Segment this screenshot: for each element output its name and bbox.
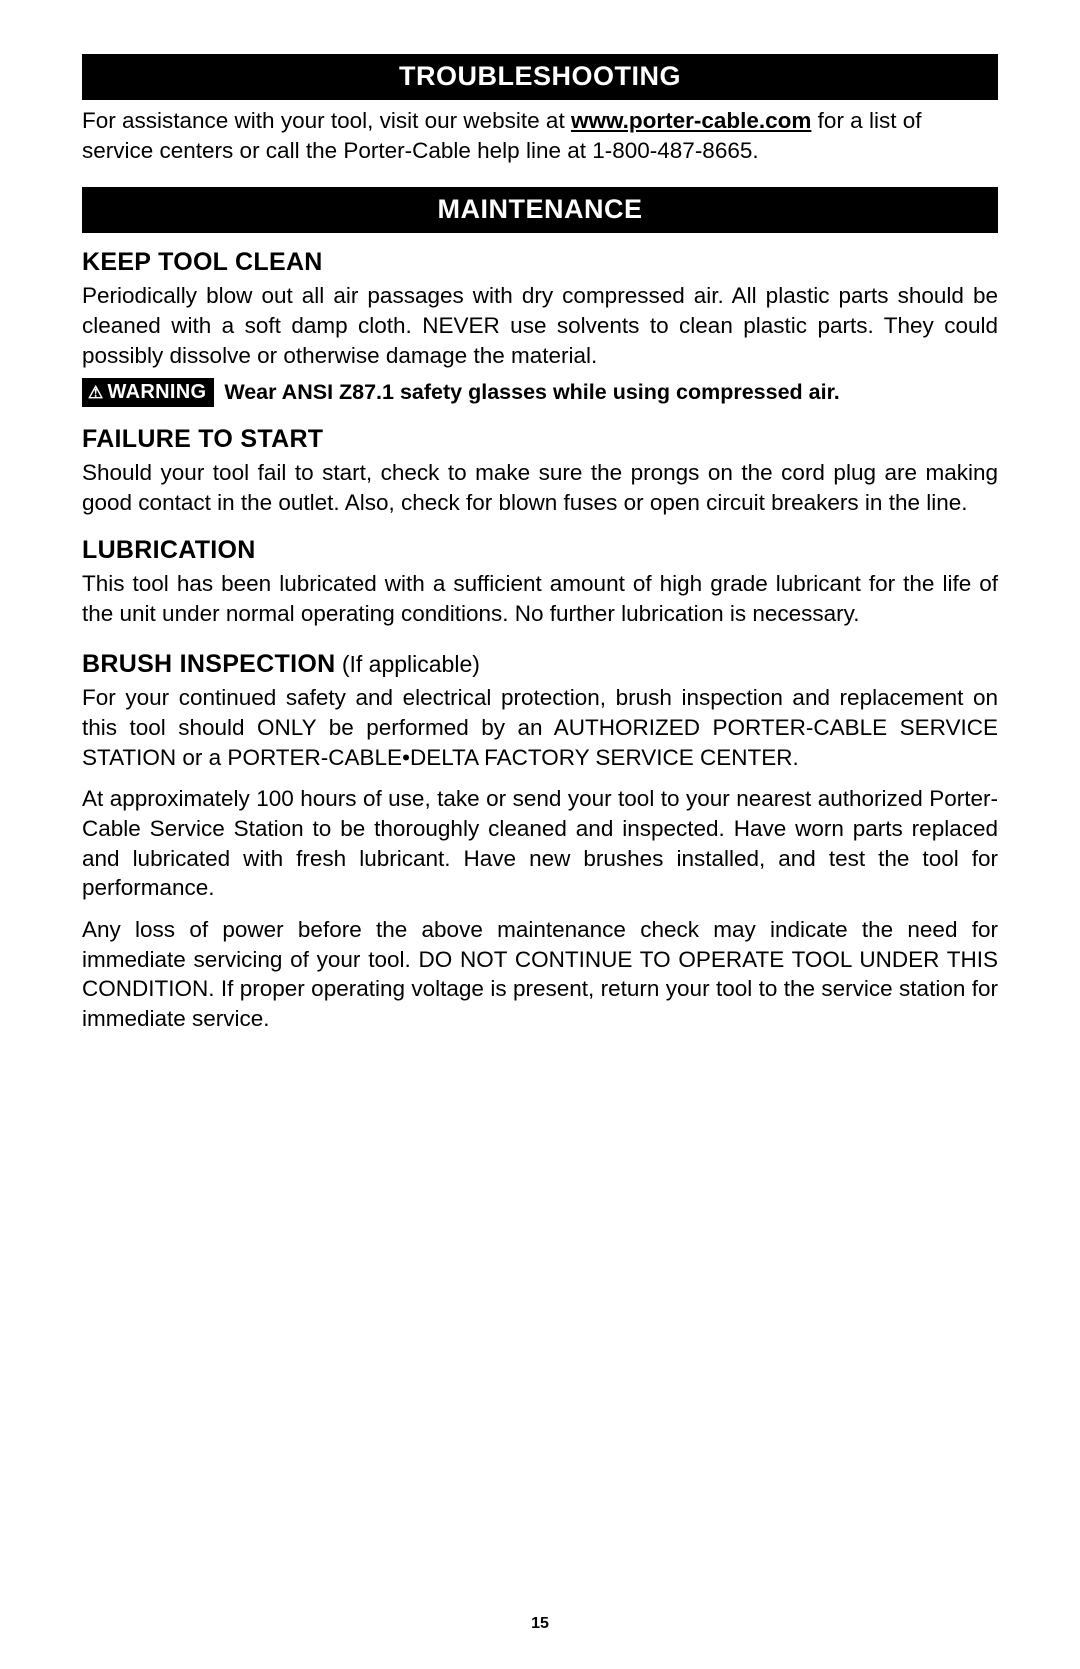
brush-inspection-p2: At approximately 100 hours of use, take … <box>82 784 998 903</box>
brush-inspection-heading: BRUSH INSPECTION (If applicable) <box>82 650 998 679</box>
website-link: www.porter-cable.com <box>571 108 811 133</box>
brush-inspection-p3: Any loss of power before the above maint… <box>82 915 998 1034</box>
manual-page: TROUBLESHOOTING For assistance with your… <box>0 0 1080 1034</box>
keep-tool-clean-body: Periodically blow out all air passages w… <box>82 281 998 370</box>
warning-triangle-icon: ⚠ <box>88 384 104 401</box>
page-number: 15 <box>0 1615 1080 1633</box>
troubleshooting-banner: TROUBLESHOOTING <box>82 54 998 100</box>
lubrication-heading: LUBRICATION <box>82 536 998 565</box>
lubrication-body: This tool has been lubricated with a suf… <box>82 569 998 628</box>
brush-inspection-p1: For your continued safety and electrical… <box>82 683 998 772</box>
keep-tool-clean-heading: KEEP TOOL CLEAN <box>82 248 998 277</box>
warning-tag: ⚠WARNING <box>82 378 214 407</box>
warning-text: Wear ANSI Z87.1 safety glasses while usi… <box>224 380 839 405</box>
maintenance-banner: MAINTENANCE <box>82 187 998 233</box>
troubleshooting-intro: For assistance with your tool, visit our… <box>82 106 998 165</box>
warning-row: ⚠WARNING Wear ANSI Z87.1 safety glasses … <box>82 378 998 407</box>
warning-tag-label: WARNING <box>108 381 207 404</box>
failure-to-start-heading: FAILURE TO START <box>82 425 998 454</box>
intro-prefix: For assistance with your tool, visit our… <box>82 108 571 133</box>
brush-inspection-heading-main: BRUSH INSPECTION <box>82 650 335 678</box>
brush-inspection-heading-note: (If applicable) <box>335 651 479 677</box>
failure-to-start-body: Should your tool fail to start, check to… <box>82 458 998 517</box>
